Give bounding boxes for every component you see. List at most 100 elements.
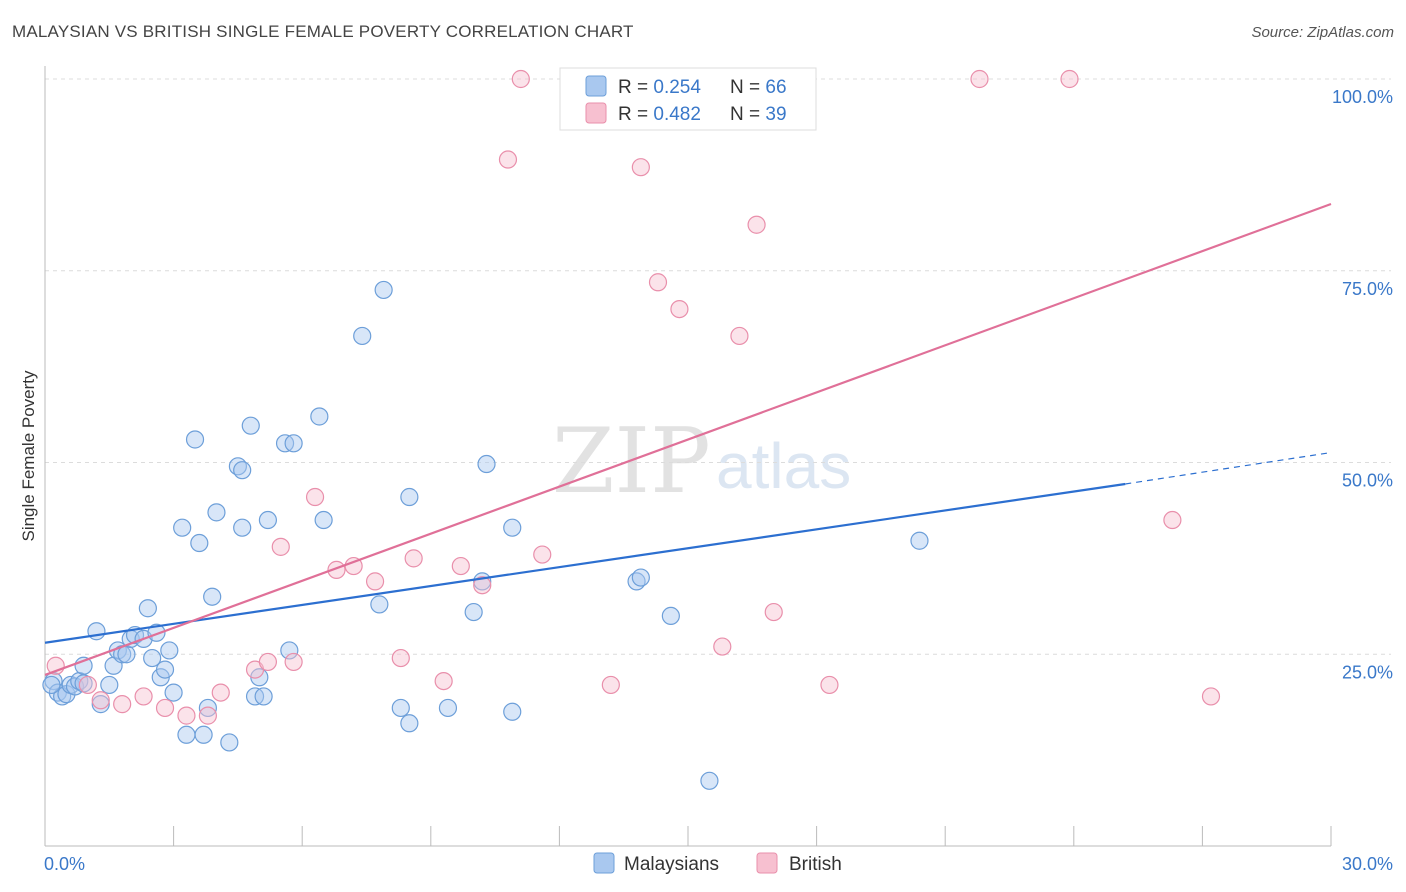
malaysian-point <box>254 687 273 706</box>
legend: R = 0.254 N = 66 R = 0.482 N = 39 <box>559 67 817 131</box>
legend-r-value: 0.254 <box>653 77 701 98</box>
malaysian-point <box>138 599 157 618</box>
malaysian-point <box>185 430 205 449</box>
malaysian-point <box>400 714 419 733</box>
malaysian-point <box>42 675 61 695</box>
grid-lines <box>45 78 1391 655</box>
malaysian-point <box>477 454 496 474</box>
malaysian-points <box>42 280 929 790</box>
malaysian-point <box>173 518 192 537</box>
malaysian-point <box>143 648 162 668</box>
bottom-legend: Malaysians British <box>593 852 842 875</box>
malaysian-point <box>310 407 329 426</box>
british-point <box>78 675 97 695</box>
chart-title: MALAYSIAN VS BRITISH SINGLE FEMALE POVER… <box>12 22 634 41</box>
british-point <box>404 549 423 568</box>
malaysian-point <box>314 510 333 530</box>
british-point <box>1163 510 1182 530</box>
british-point <box>134 687 153 706</box>
british-point <box>730 326 749 346</box>
legend-row-british: R = 0.482 N = 39 <box>618 104 787 125</box>
british-point <box>601 675 620 695</box>
legend-row-malaysians: R = 0.254 N = 66 <box>618 77 787 98</box>
british-point <box>91 691 110 710</box>
british-point <box>113 695 132 714</box>
malaysian-point <box>661 606 680 626</box>
x-tick-label: 0.0% <box>44 854 85 874</box>
legend-n-value: 66 <box>765 77 786 98</box>
legend-n-value: 39 <box>765 104 786 125</box>
british-point <box>533 545 552 564</box>
legend-r-label: R = <box>618 104 653 125</box>
y-axis-title: Single Female Poverty <box>19 370 38 542</box>
watermark-atlas: atlas <box>716 430 851 502</box>
british-point <box>820 675 839 695</box>
bottom-legend-british: British <box>789 854 842 875</box>
axes <box>44 66 1332 847</box>
malaysian-point <box>177 725 196 744</box>
malaysian-point <box>233 518 252 537</box>
british-point <box>211 683 230 702</box>
british-points <box>46 69 1221 725</box>
malaysian-trend-extension <box>1125 451 1332 485</box>
british-point <box>365 572 385 591</box>
british-point <box>391 648 410 668</box>
british-point <box>511 69 530 89</box>
y-tick-label: 100.0% <box>1332 87 1393 107</box>
bottom-legend-swatch-malaysians <box>593 852 615 874</box>
malaysian-point <box>464 602 483 622</box>
malaysian-point <box>700 771 719 790</box>
legend-n-label: N = <box>730 77 765 98</box>
legend-swatch-malaysians <box>585 75 607 97</box>
malaysian-point <box>503 518 522 537</box>
trend-lines <box>44 202 1332 676</box>
british-trend-line <box>44 202 1332 676</box>
british-point <box>498 150 518 169</box>
british-point <box>631 158 650 177</box>
british-point <box>305 487 325 507</box>
british-point <box>177 706 196 725</box>
british-point <box>1201 687 1221 706</box>
malaysian-point <box>438 698 458 718</box>
malaysian-point <box>91 695 110 714</box>
legend-swatch-british <box>585 102 607 124</box>
malaysian-point <box>207 503 226 522</box>
british-point <box>198 706 217 725</box>
british-point <box>713 637 732 656</box>
malaysian-point <box>370 595 389 614</box>
chart-source: Source: ZipAtlas.com <box>1251 24 1394 41</box>
tick-labels: 25.0% 50.0% 75.0% 100.0% 0.0% 30.0% <box>44 87 1393 874</box>
malaysian-point <box>374 280 393 300</box>
malaysian-point <box>503 702 522 721</box>
british-point <box>451 556 470 576</box>
malaysian-point <box>910 531 929 550</box>
malaysian-point <box>203 587 222 606</box>
malaysian-point <box>155 660 175 679</box>
watermark-zip: ZIP <box>552 409 711 514</box>
legend-n-label: N = <box>730 104 765 125</box>
british-point <box>670 300 689 319</box>
malaysian-point <box>631 568 650 587</box>
british-point <box>648 273 668 292</box>
malaysian-point <box>284 434 303 453</box>
malaysian-point <box>147 623 166 642</box>
british-point <box>434 671 453 691</box>
malaysian-point <box>233 461 252 480</box>
malaysian-point <box>190 533 209 553</box>
malaysian-point <box>160 641 179 660</box>
malaysian-point <box>258 510 278 530</box>
malaysian-point <box>400 487 419 507</box>
malaysian-point <box>391 698 410 718</box>
malaysian-point <box>198 698 217 718</box>
malaysian-point <box>194 725 213 744</box>
malaysian-point <box>353 326 372 346</box>
malaysian-point <box>87 622 106 641</box>
malaysian-point <box>241 416 260 435</box>
malaysian-trend-line <box>44 482 1126 644</box>
british-point <box>473 576 492 595</box>
british-point <box>271 537 290 556</box>
malaysian-point <box>100 675 119 695</box>
bottom-legend-swatch-british <box>756 852 778 874</box>
british-point <box>764 602 783 622</box>
